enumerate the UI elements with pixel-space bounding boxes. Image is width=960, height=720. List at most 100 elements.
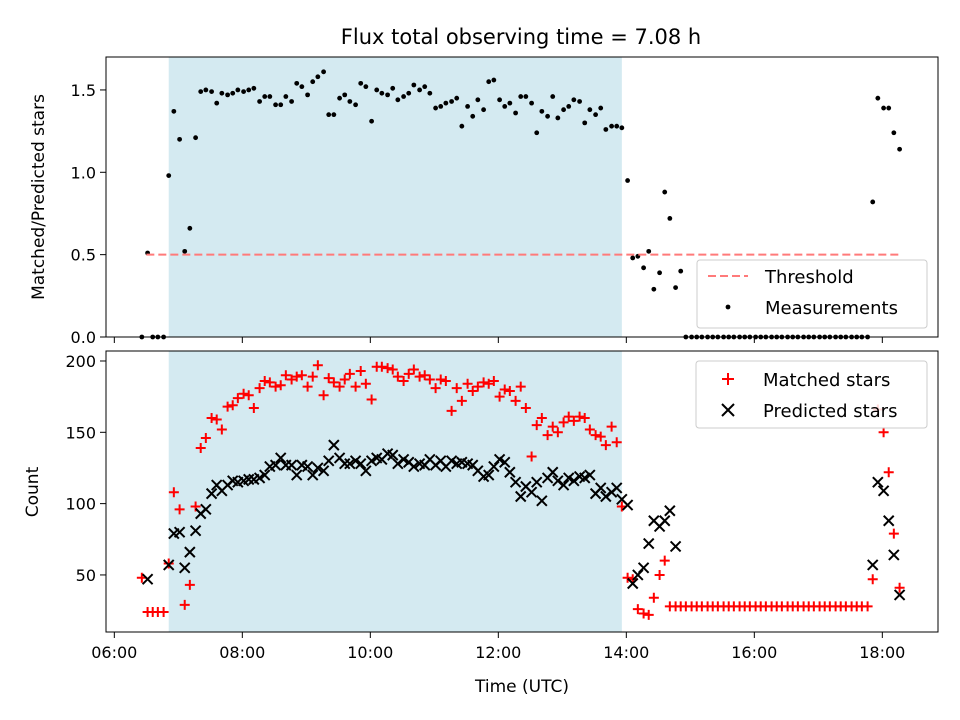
predicted-point-19 <box>259 469 271 481</box>
matched-point-76 <box>542 430 553 441</box>
measurement-point-94 <box>641 265 646 271</box>
predicted-point-35 <box>344 457 356 470</box>
measurement-point-41 <box>358 80 364 86</box>
count-x-ticks: 06:00 08:00 10:00 12:00 14:00 16:00 18:00 <box>91 632 905 662</box>
measurement-point-52 <box>417 87 422 93</box>
matched-point-43 <box>366 394 377 405</box>
matched-point-80 <box>563 411 574 422</box>
matched-point-4 <box>158 607 169 618</box>
predicted-point-44 <box>392 457 404 470</box>
count-y-tick-label-2: 150 <box>65 423 96 442</box>
count-axes-frame <box>105 350 939 633</box>
measurement-point-89 <box>614 123 620 129</box>
count-y-ticks: 50 100 150 200 <box>65 352 106 585</box>
matched-point-59 <box>451 383 462 394</box>
measurement-point-14 <box>214 100 220 106</box>
measurement-point-60 <box>459 123 465 129</box>
matched-point-41 <box>355 365 366 376</box>
measurement-point-91 <box>625 178 630 183</box>
measurement-point-17 <box>230 90 236 96</box>
measurement-point-70 <box>513 110 518 116</box>
measurement-point-63 <box>475 97 481 103</box>
predicted-point-6 <box>189 525 202 537</box>
measurement-point-19 <box>241 89 247 94</box>
measurement-point-45 <box>379 90 385 96</box>
matched-point-32 <box>307 371 318 382</box>
measurement-point-36 <box>331 112 337 118</box>
measurement-point-47 <box>390 85 396 91</box>
matched-point-74 <box>531 420 542 431</box>
measurement-point-5 <box>166 173 172 178</box>
predicted-point-37 <box>355 457 367 470</box>
matched-point-53 <box>419 370 430 381</box>
matched-point-78 <box>552 427 563 438</box>
ratio-y-tick-label-2: 1.0 <box>71 163 96 182</box>
predicted-point-69 <box>525 486 538 498</box>
predicted-point-29 <box>312 462 324 474</box>
predicted-point-65 <box>504 466 516 478</box>
matched-point-13 <box>206 413 217 424</box>
measurement-point-100 <box>673 285 678 290</box>
matched-point-86 <box>595 431 606 442</box>
matched-point-34 <box>318 390 329 401</box>
predicted-point-71 <box>536 495 548 507</box>
matched-point-50 <box>403 368 414 379</box>
matched-point-61 <box>462 378 473 389</box>
observing-window-bottom <box>168 351 622 632</box>
predicted-point-83 <box>600 490 612 503</box>
measurement-point-51 <box>411 82 417 88</box>
predicted-point-67 <box>515 490 527 503</box>
predicted-point-77 <box>568 475 580 487</box>
matched-point-89 <box>611 437 622 448</box>
count-legend-frame <box>695 360 928 429</box>
matched-point-141 <box>888 528 899 539</box>
predicted-point-34 <box>339 457 351 470</box>
measurement-point-57 <box>443 100 449 106</box>
ratio-panel: 0.0 0.5 1.0 1.5 Matched/Predicted stars Thr… <box>29 56 939 347</box>
matched-point-60 <box>456 395 467 406</box>
matched-point-70 <box>510 395 521 406</box>
predicted-point-80 <box>584 469 596 481</box>
predicted-point-16 <box>243 473 255 486</box>
matched-point-85 <box>590 430 601 441</box>
predicted-point-30 <box>317 465 330 477</box>
predicted-point-100 <box>883 515 895 527</box>
measurement-point-137 <box>870 199 876 205</box>
measurement-point-141 <box>891 130 897 136</box>
predicted-point-87 <box>621 499 634 511</box>
matched-point-54 <box>424 374 435 385</box>
ratio-y-tick-label-0: 0.0 <box>71 328 96 347</box>
ratio-y-tick-label-1: 0.5 <box>71 246 96 265</box>
matched-point-137 <box>867 574 878 585</box>
matched-point-71 <box>515 381 526 392</box>
measurement-point-29 <box>294 80 300 86</box>
predicted-point-102 <box>893 589 906 601</box>
measurement-point-20 <box>246 87 252 93</box>
matched-point-23 <box>259 375 270 386</box>
count-x-label: Time (UTC) <box>474 677 569 697</box>
matched-point-84 <box>584 424 595 435</box>
measurement-point-30 <box>299 84 305 90</box>
count-x-tick-label-1: 08:00 <box>219 643 265 662</box>
predicted-point-5 <box>184 546 196 558</box>
predicted-point-88 <box>627 577 639 590</box>
matched-point-65 <box>483 378 494 389</box>
measurement-point-87 <box>603 127 609 132</box>
ratio-legend: Threshold Measurements <box>696 259 928 329</box>
measurement-point-99 <box>667 216 673 221</box>
predicted-point-61 <box>483 469 495 481</box>
measurement-point-34 <box>321 69 326 75</box>
measurement-point-21 <box>251 85 257 91</box>
predicted-point-24 <box>285 459 298 471</box>
matched-point-91 <box>622 572 633 583</box>
matched-point-73 <box>526 451 537 462</box>
measurement-point-39 <box>347 99 353 104</box>
predicted-point-38 <box>360 465 372 477</box>
measurement-point-64 <box>481 107 486 113</box>
matched-point-14 <box>211 414 222 425</box>
predicted-point-43 <box>387 449 399 461</box>
measurement-point-74 <box>534 130 540 136</box>
predicted-point-31 <box>323 455 335 467</box>
measurement-point-28 <box>289 99 294 104</box>
observing-window-top <box>168 57 622 337</box>
